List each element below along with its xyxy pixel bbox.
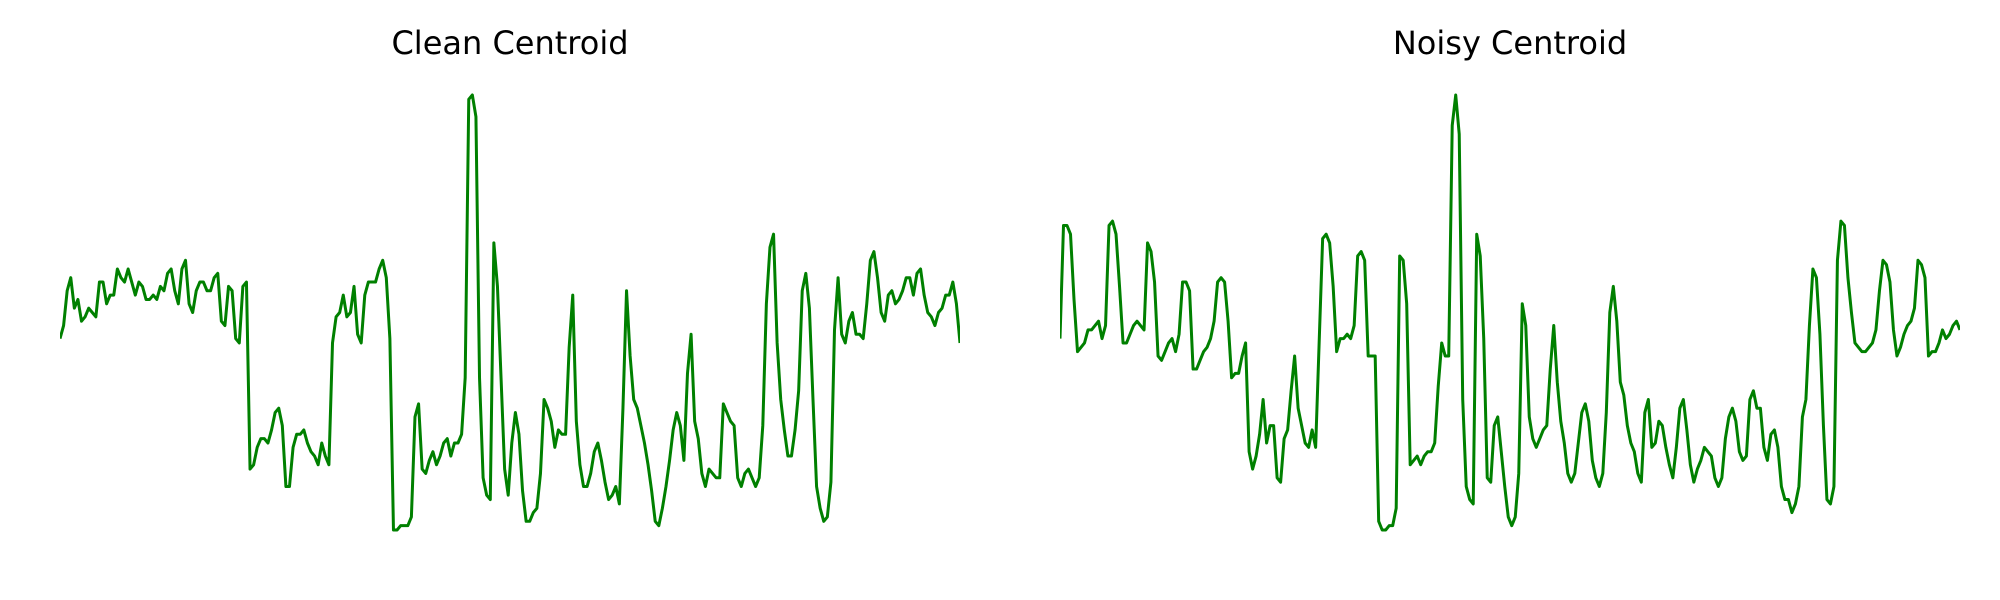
series-line [60,93,960,532]
clean-centroid-panel: Clean Centroid [60,0,960,600]
chart-title: Noisy Centroid [1392,24,1628,62]
series-line [1060,93,1960,532]
noisy-centroid-panel: Noisy Centroid [1060,0,1960,600]
clean-centroid-plot [60,93,960,532]
noisy-centroid-plot [1060,93,1960,532]
chart-title: Clean Centroid [391,24,629,62]
